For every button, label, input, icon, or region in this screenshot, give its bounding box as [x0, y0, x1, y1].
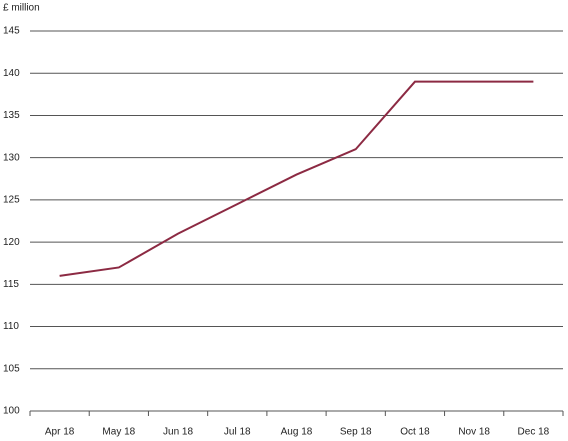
y-tick-label: 140 — [3, 68, 20, 79]
y-tick-label: 130 — [3, 152, 20, 163]
x-tick-label: Apr 18 — [45, 427, 75, 438]
data-line — [59, 80, 534, 277]
y-tick-label: 115 — [3, 279, 19, 290]
x-tick-label: Nov 18 — [458, 427, 490, 438]
x-tick-label: Jun 18 — [163, 427, 193, 438]
x-tick-label: Jul 18 — [224, 427, 251, 438]
y-tick-label: 110 — [3, 321, 19, 332]
y-tick-label: 120 — [3, 237, 20, 248]
x-tick-label: Aug 18 — [281, 427, 313, 438]
x-tick-label: Oct 18 — [400, 427, 430, 438]
x-tick-label: Dec 18 — [518, 427, 550, 438]
y-tick-label: 105 — [3, 363, 20, 374]
y-tick-label: 125 — [3, 195, 20, 206]
y-axis-label: £ million — [3, 3, 40, 14]
y-tick-label: 145 — [3, 26, 20, 37]
x-tick-label: May 18 — [102, 427, 135, 438]
y-tick-label: 100 — [3, 406, 20, 417]
x-tick-label: Sep 18 — [340, 427, 372, 438]
y-tick-label: 135 — [3, 110, 20, 121]
